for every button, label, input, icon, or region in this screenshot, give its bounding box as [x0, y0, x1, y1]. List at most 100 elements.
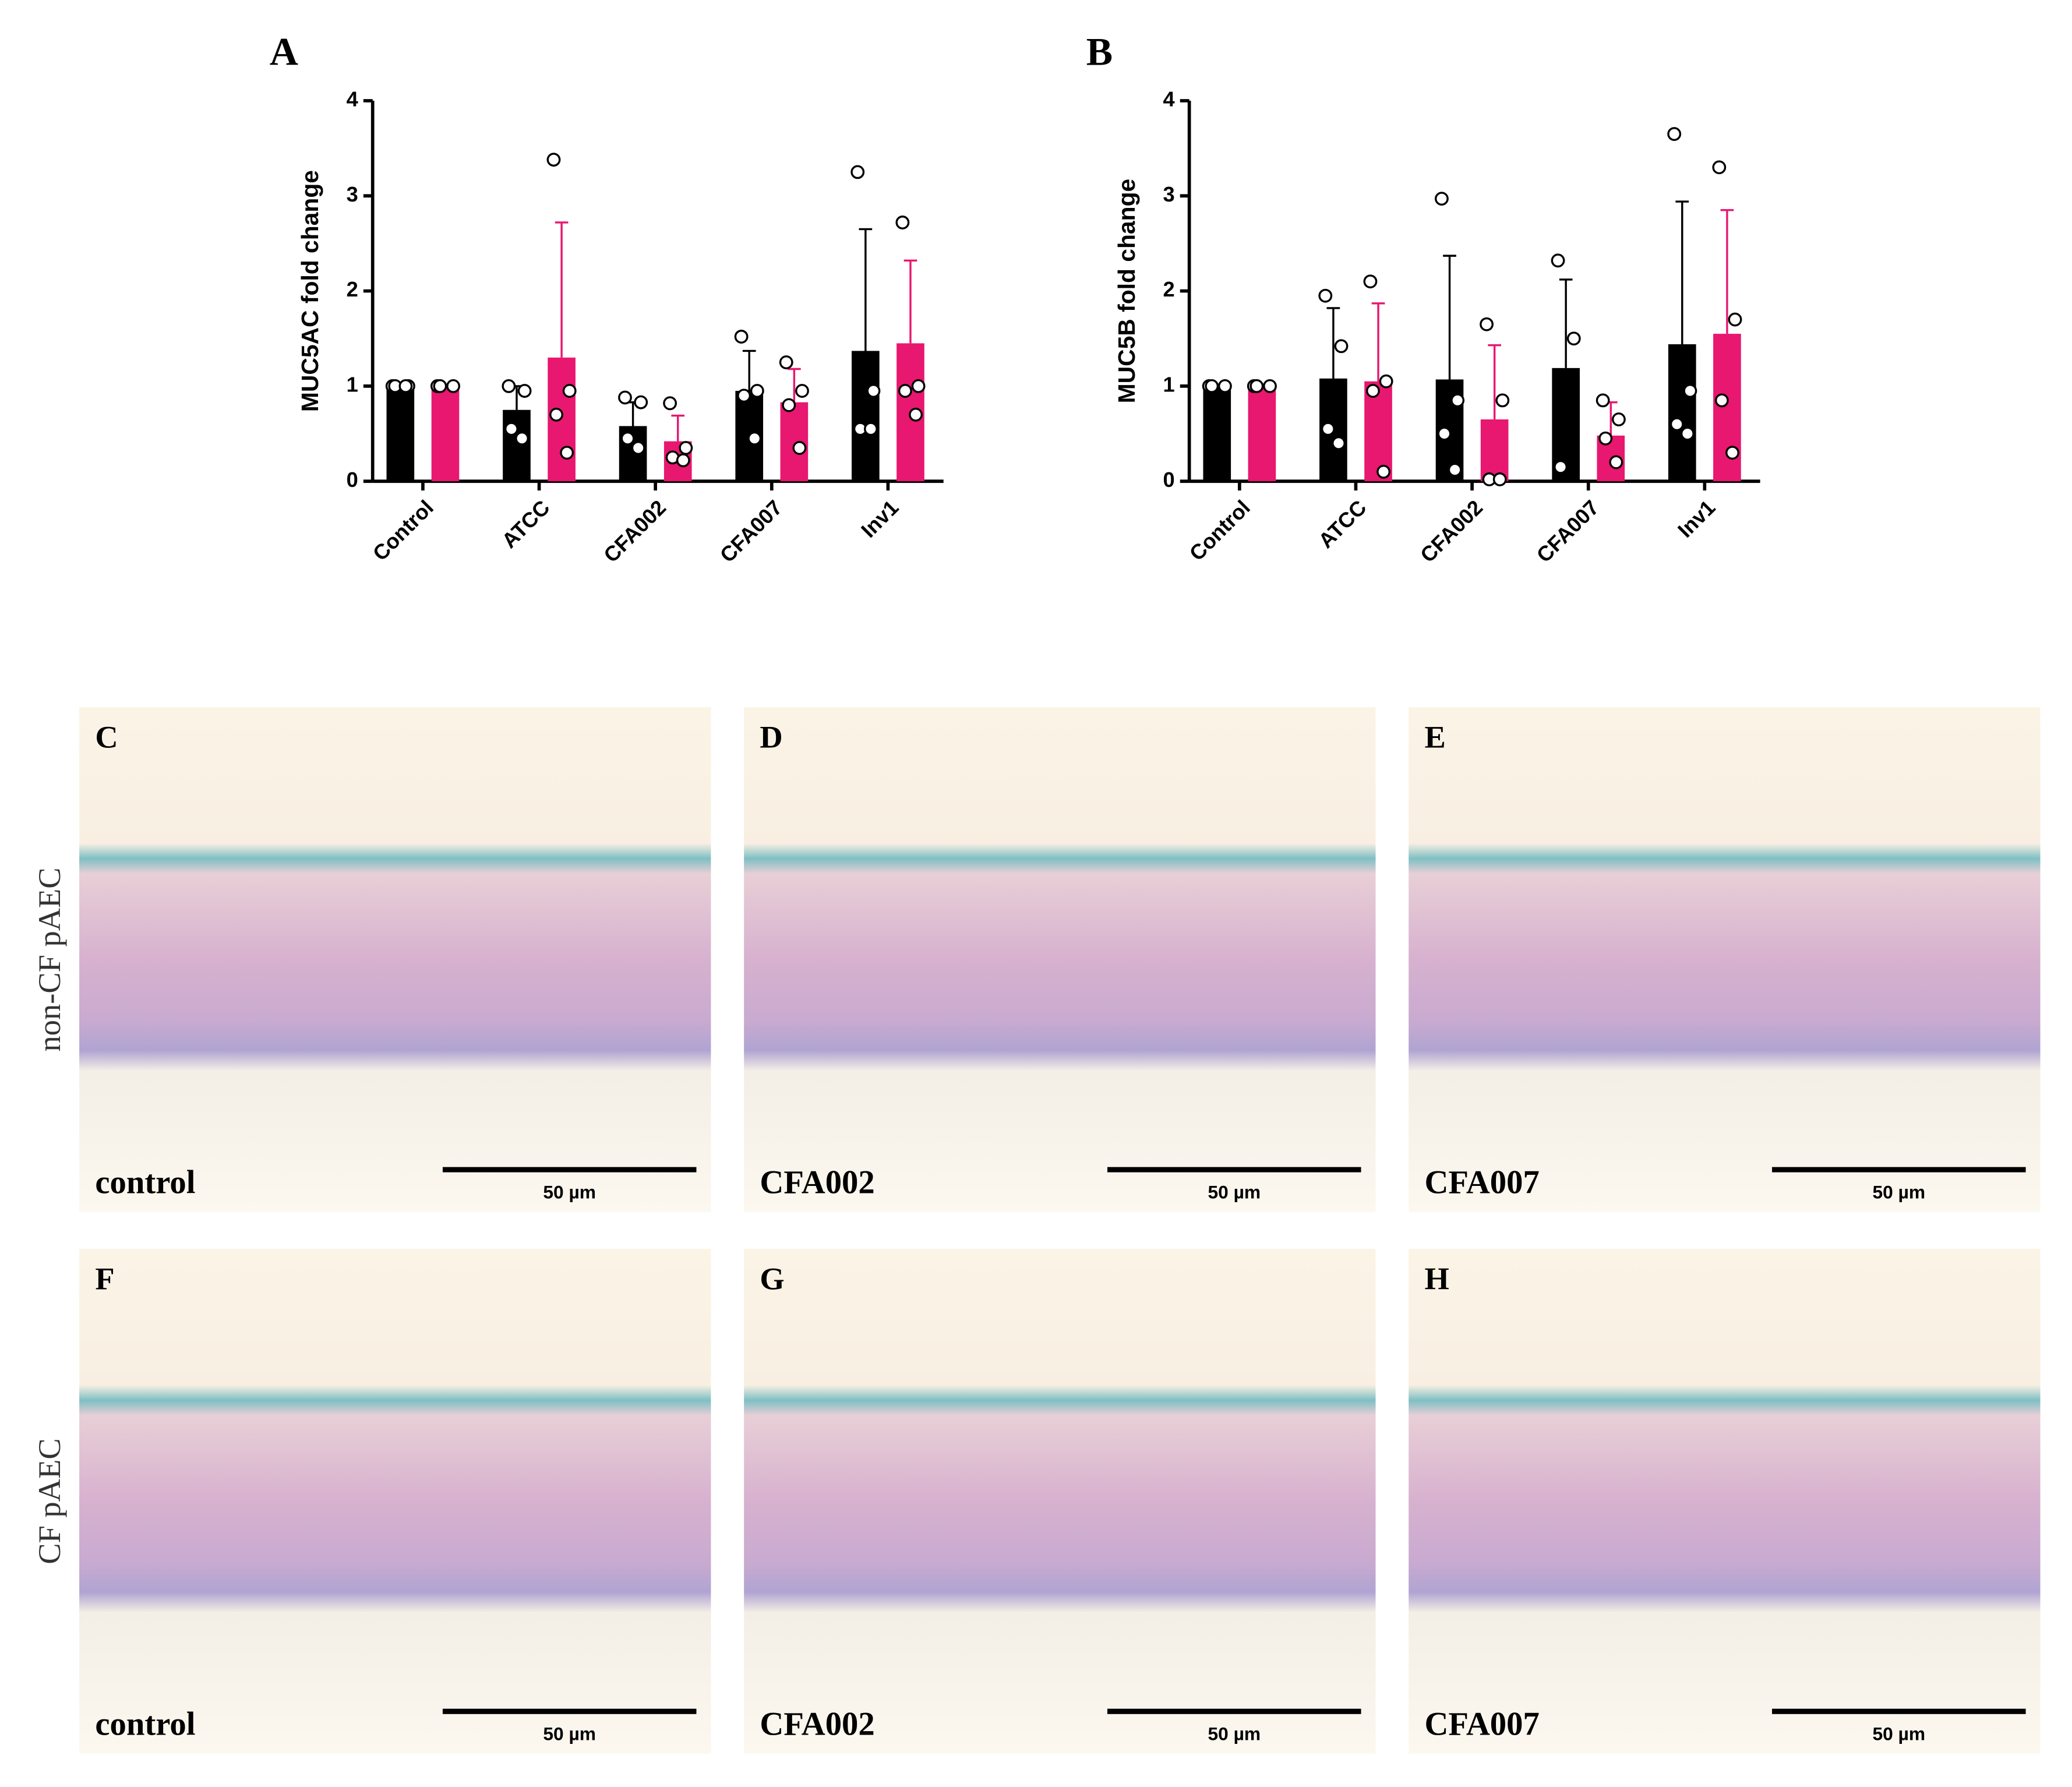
data-point [1495, 393, 1510, 408]
data-point [737, 389, 751, 403]
data-point [1725, 446, 1739, 460]
data-point [1714, 393, 1729, 408]
data-point [1321, 422, 1335, 436]
y-axis-label: MUC5AC fold change [296, 170, 323, 412]
data-point [898, 384, 912, 398]
data-point [1263, 379, 1277, 393]
data-point [446, 379, 461, 393]
error-bar [671, 414, 685, 442]
data-point [1667, 127, 1682, 141]
micrograph [1409, 707, 2041, 1212]
scale-label: 50 µm [1872, 1723, 1925, 1744]
data-point [620, 431, 635, 446]
data-point [1566, 331, 1581, 346]
data-point [398, 379, 413, 393]
data-point [433, 379, 447, 393]
y-tick-label: 2 [347, 277, 358, 301]
data-point [779, 355, 793, 369]
x-tick-label: CFA002 [1416, 496, 1487, 567]
data-point [909, 407, 923, 422]
data-point [1448, 462, 1462, 477]
error-bar [1443, 255, 1456, 380]
data-point [1551, 253, 1565, 268]
x-tick-label: CFA007 [1532, 496, 1604, 567]
data-point [1334, 339, 1349, 354]
panel-letter: C [95, 719, 118, 754]
data-point [792, 441, 807, 455]
x-tick-label: Inv1 [856, 496, 903, 542]
data-point [502, 379, 516, 393]
data-point [782, 398, 796, 412]
error-bar [1488, 344, 1502, 420]
panel-letter: B [1086, 29, 1113, 73]
x-tick-label: Control [368, 496, 438, 566]
error-bar [555, 221, 569, 358]
data-point [1480, 317, 1494, 331]
data-point [1450, 393, 1465, 408]
data-point [517, 384, 532, 398]
data-point [663, 396, 677, 411]
data-point [618, 390, 632, 405]
condition-label: control [95, 1164, 195, 1200]
y-tick-label: 3 [347, 182, 358, 206]
y-axis-label: MUC5B fold change [1113, 179, 1140, 404]
error-bar [903, 259, 917, 344]
error-bar [1371, 302, 1385, 382]
data-point [795, 384, 809, 398]
data-point [1376, 464, 1391, 479]
data-point [1609, 455, 1623, 469]
data-point [1205, 379, 1219, 393]
condition-label: CFA007 [1424, 1164, 1539, 1200]
x-tick-label: Inv1 [1673, 496, 1720, 542]
scale-label: 50 µm [1872, 1181, 1925, 1202]
x-tick-label: Control [1185, 496, 1255, 566]
x-tick-label: CFA002 [599, 496, 670, 567]
data-point [895, 216, 910, 229]
error-bar [1720, 209, 1734, 334]
data-point [866, 384, 881, 398]
data-point [515, 431, 529, 446]
data-point [1712, 160, 1727, 175]
y-tick-label: 0 [347, 468, 358, 492]
condition-label: control [95, 1705, 195, 1742]
data-point [1363, 274, 1378, 289]
error-bar [788, 368, 801, 402]
condition-label: CFA007 [1424, 1705, 1539, 1742]
bar [1668, 344, 1696, 482]
bar [503, 409, 531, 482]
panel-letter: A [270, 29, 298, 73]
y-tick-label: 1 [1163, 372, 1175, 396]
data-point [549, 407, 563, 422]
y-tick-label: 4 [347, 87, 358, 111]
data-point [911, 379, 926, 393]
y-tick-label: 0 [1163, 468, 1175, 492]
data-point [1318, 288, 1333, 303]
error-bar [742, 349, 756, 391]
bar [1364, 381, 1392, 482]
data-point [504, 422, 518, 436]
data-point [1683, 384, 1697, 398]
data-point [1680, 426, 1695, 441]
data-point [864, 422, 878, 436]
y-tick-label: 4 [1163, 87, 1175, 111]
data-point [1492, 472, 1507, 486]
error-bar [1326, 307, 1340, 379]
data-point [634, 395, 648, 409]
data-point [676, 453, 690, 468]
data-point [1366, 384, 1380, 398]
data-point [1249, 379, 1264, 393]
x-tick-label: ATCC [497, 496, 554, 553]
micrograph [1409, 1249, 2041, 1754]
data-point [747, 431, 762, 446]
bar [780, 402, 809, 482]
data-point [1728, 312, 1742, 327]
micrograph [79, 1249, 711, 1754]
data-point [1332, 436, 1346, 450]
condition-label: CFA002 [760, 1164, 874, 1200]
bar [852, 351, 880, 482]
data-point [631, 441, 645, 455]
y-tick-label: 1 [347, 372, 358, 396]
data-point [562, 384, 577, 398]
